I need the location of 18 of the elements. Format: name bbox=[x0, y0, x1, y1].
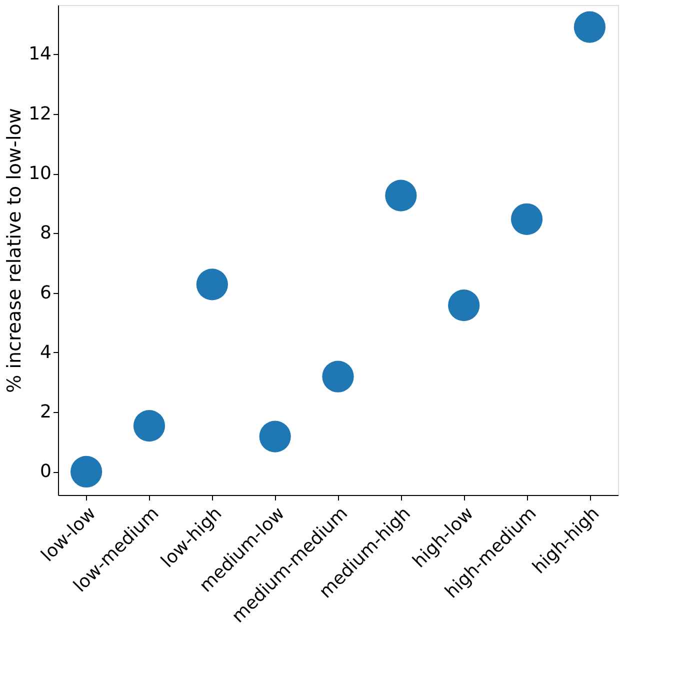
y-tick-label: 4 bbox=[40, 342, 52, 363]
point bbox=[510, 203, 543, 235]
y-tick-label: 12 bbox=[28, 103, 52, 124]
y-tick-label: 8 bbox=[40, 222, 52, 244]
y-tick-label: 0 bbox=[40, 461, 52, 482]
point bbox=[385, 180, 417, 212]
y-tick-label: 2 bbox=[40, 402, 52, 423]
point bbox=[133, 410, 166, 442]
point bbox=[196, 268, 228, 300]
y-axis-title: % increase relative to low-low bbox=[4, 108, 26, 393]
point bbox=[70, 456, 102, 488]
y-tick-label: 14 bbox=[28, 44, 52, 65]
point bbox=[448, 290, 480, 322]
y-tick-label: 6 bbox=[40, 282, 52, 304]
point bbox=[259, 420, 291, 452]
y-tick-label: 10 bbox=[28, 163, 52, 184]
point bbox=[574, 11, 606, 43]
point bbox=[322, 360, 354, 392]
